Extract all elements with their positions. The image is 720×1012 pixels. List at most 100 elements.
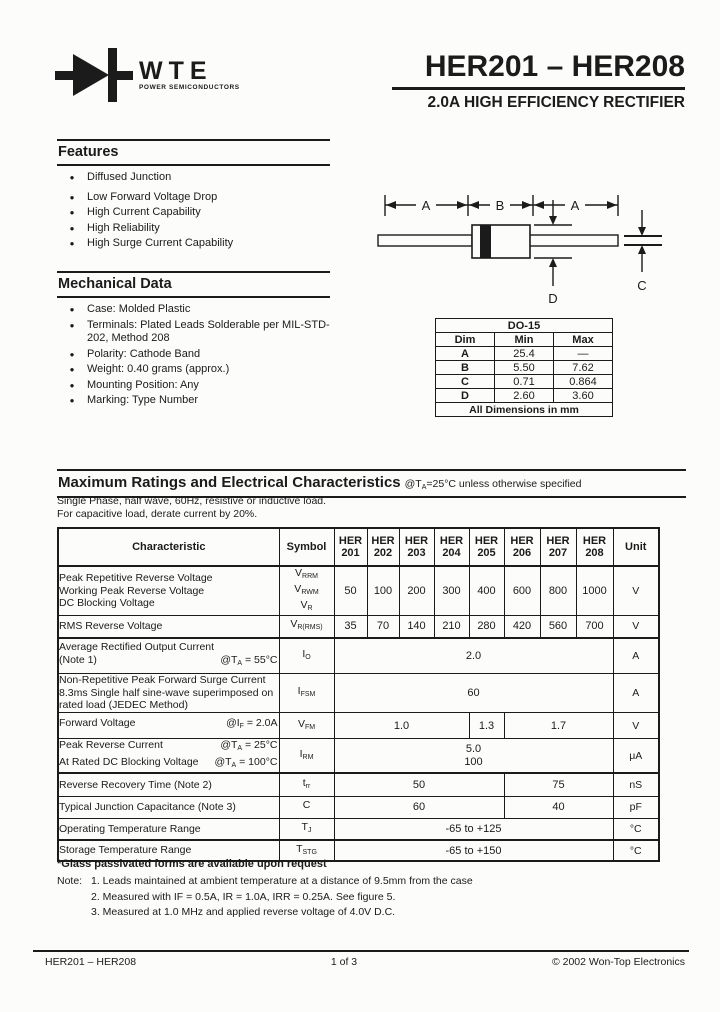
brand-tagline: POWER SEMICONDUCTORS [139,84,240,91]
list-item: ● Low Forward Voltage Drop [57,191,330,205]
row-irm: Peak Reverse Current @TA = 25°C At Rated … [57,738,660,774]
row-vrrm: Peak Repetitive Reverse Voltage Working … [57,565,660,616]
list-item: ● Polarity: Cathode Band [57,348,330,362]
table-row: All Dimensions in mm [435,402,613,417]
table-row: B 5.50 7.62 [435,360,613,375]
ratings-section-heading: Maximum Ratings and Electrical Character… [57,469,686,498]
characteristic-cell: Forward Voltage @IF = 2.0A [57,712,280,739]
row-cj: Typical Junction Capacitance (Note 3) C … [57,795,660,819]
notes-label: Note: [57,875,83,887]
list-item: ● High Reliability [57,222,330,236]
row-tstg: Storage Temperature Range TSTG -65 to +1… [57,839,660,862]
footer-page-number: 1 of 3 [330,956,358,968]
value-cell: 280 [468,615,505,639]
value-cell: 1.3 [468,712,505,739]
value-cell: 140 [398,615,435,639]
value-cell: 100 [366,565,400,616]
value-cell: 300 [433,565,470,616]
symbol-cell: TJ [278,817,335,841]
unit-cell: μA [612,738,660,774]
note-item: 3. Measured at 1.0 MHz and applied rever… [91,906,396,918]
bullet-icon: ● [69,365,75,374]
bullet-icon: ● [69,223,75,233]
bullet-icon: ● [69,349,75,359]
unit-cell: A [612,673,660,713]
diode-symbol-icon [55,48,133,102]
row-io: Average Rectified Output Current (Note 1… [57,637,660,674]
bullet-icon: ● [69,208,75,217]
package-drawing: A B A D [372,190,672,317]
value-cell: 5.0 100 [333,738,614,774]
wte-logo: WTE POWER SEMICONDUCTORS [55,48,240,102]
value-cell: -65 to +150 [333,839,614,862]
note-item: 2. Measured with IF = 0.5A, IR = 1.0A, I… [91,890,396,903]
value-cell: 200 [398,565,435,616]
glass-passivated-note: *Glass passivated forms are available up… [57,858,327,870]
list-item: ● High Surge Current Capability [57,237,330,251]
value-cell: 75 [503,772,614,797]
do15-title: DO-15 [435,318,613,333]
ratings-table: Characteristic Symbol HER 201 HER 202 HER 2… [57,527,660,862]
note-item: 1. Leads maintained at ambient temperatu… [91,875,473,887]
characteristic-cell: Typical Junction Capacitance (Note 3) [57,795,280,819]
col-her202: HER 202 [366,527,400,567]
col-symbol: Symbol [278,527,335,567]
value-cell: 50 [333,772,505,797]
value-cell: 560 [539,615,577,639]
bullet-icon: ● [69,173,75,182]
value-cell: 210 [433,615,470,639]
value-cell: 420 [503,615,541,639]
unit-cell: A [612,637,660,674]
bullet-icon: ● [69,320,75,330]
bullet-icon: ● [69,239,75,248]
value-cell: 60 [333,795,505,819]
value-cell: 35 [333,615,368,639]
ratings-conditions: Single Phase, half wave, 60Hz, resistive… [57,495,327,520]
notes-block: Note: 1. Leads maintained at ambient tem… [57,874,473,921]
footer-rule [33,950,689,952]
bullet-icon: ● [69,192,75,202]
col-her203: HER 203 [398,527,435,567]
do15-dimensions-table: DO-15 Dim Min Max A 25.4 — B 5.50 7.62 C… [435,318,613,417]
list-item: ● Diffused Junction [57,171,330,185]
col-her208: HER 208 [575,527,614,567]
symbol-cell: IRM [278,738,335,774]
symbol-cell: VRRM VRWM VR [278,565,335,616]
unit-cell: V [612,712,660,739]
row-ifsm: Non-Repetitive Peak Forward Surge Curren… [57,673,660,713]
table-row: D 2.60 3.60 [435,388,613,403]
col-her206: HER 206 [503,527,541,567]
brand-name: WTE [139,57,213,85]
features-list: ● Diffused Junction ● Low Forward Voltage … [57,171,330,251]
footer: HER201 – HER208 1 of 3 © 2002 Won-Top El… [45,956,685,968]
list-item: ● Terminals: Plated Leads Solderable per … [57,319,330,346]
page-title: HER201 – HER208 [424,50,685,83]
unit-cell: °C [612,817,660,841]
svg-text:C: C [637,278,646,293]
table-row: A 25.4 — [435,346,613,361]
unit-cell: V [612,615,660,639]
value-cell: 1000 [575,565,614,616]
list-item: ● Mounting Position: Any [57,379,330,393]
unit-cell: pF [612,795,660,819]
title-block: HER201 – HER208 2.0A HIGH EFFICIENCY REC… [265,50,685,112]
ratings-heading-text: Maximum Ratings and Electrical Character… [58,474,401,491]
col-her205: HER 205 [468,527,505,567]
row-vfm: Forward Voltage @IF = 2.0A VFM 1.0 1.3 1.… [57,712,660,739]
value-cell: 60 [333,673,614,713]
page-subtitle: 2.0A HIGH EFFICIENCY RECTIFIER [427,94,685,111]
characteristic-cell: Reverse Recovery Time (Note 2) [57,772,280,797]
value-cell: 1.0 [333,712,470,739]
value-cell: 800 [539,565,577,616]
table-row: C 0.71 0.864 [435,374,613,389]
value-cell: 1.7 [503,712,614,739]
row-tj: Operating Temperature Range TJ -65 to +1… [57,817,660,841]
symbol-cell: IO [278,637,335,674]
symbol-cell: VFM [278,712,335,739]
title-rule [392,87,685,90]
mechanical-data-section: Mechanical Data ● Case: Molded Plastic ● T… [57,271,330,410]
list-item: ● High Current Capability [57,206,330,220]
mechanical-heading: Mechanical Data [57,271,330,298]
unit-cell: nS [612,772,660,797]
